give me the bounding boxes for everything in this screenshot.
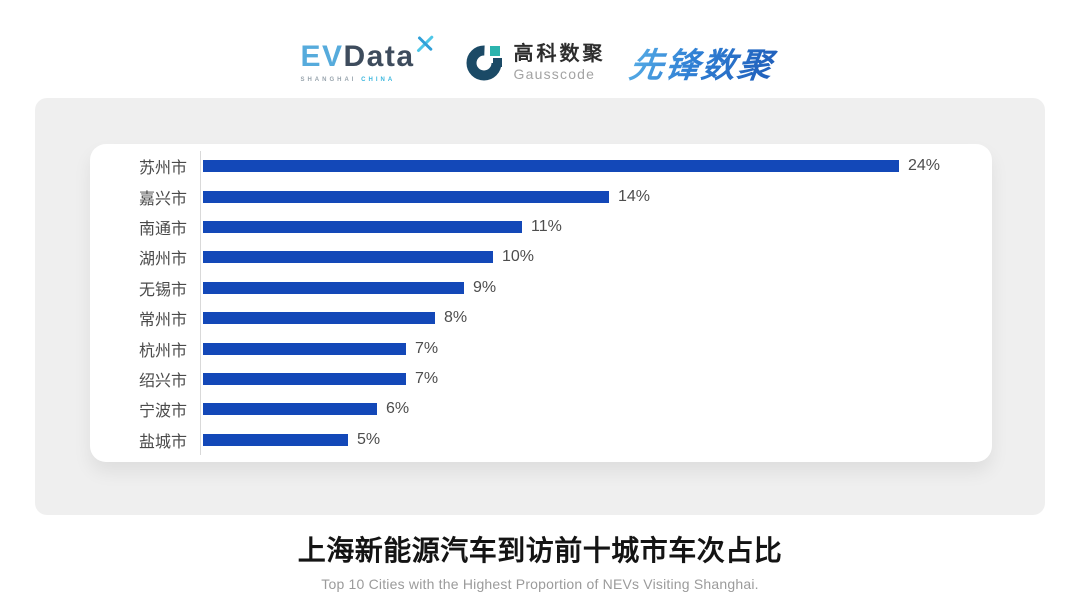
value-label: 10%	[502, 248, 535, 266]
chart-panel: 苏州市 24% 嘉兴市 14% 南通市 11% 湖州市 10% 无锡市 9% 常州市 8% 杭州市 7% 绍…	[35, 98, 1045, 515]
bar-row: 湖州市 10%	[90, 242, 992, 272]
bar-row: 盐城市 5%	[90, 425, 992, 455]
bar-track: 6%	[200, 394, 992, 424]
gausscode-text: 高科数聚 Gausscode	[514, 43, 606, 82]
evdata-logo: EV Data SHANGHAI CHINA	[300, 35, 446, 83]
bar-row: 绍兴市 7%	[90, 364, 992, 394]
chart-title: 上海新能源汽车到访前十城市车次占比	[297, 535, 783, 566]
bar	[203, 160, 899, 173]
bar	[203, 251, 493, 264]
value-label: 24%	[908, 157, 941, 175]
bar-chart: 苏州市 24% 嘉兴市 14% 南通市 11% 湖州市 10% 无锡市 9% 常州市 8% 杭州市 7% 绍…	[90, 151, 992, 455]
page: EV Data SHANGHAI CHINA 高科数聚 Gausscode 先锋数	[0, 0, 1080, 592]
y-axis-line	[200, 151, 201, 455]
category-label: 杭州市	[138, 342, 187, 360]
bar-track: 8%	[200, 303, 992, 333]
bar-track: 5%	[200, 425, 992, 455]
bar-row: 无锡市 9%	[90, 273, 992, 303]
evdata-x-icon	[416, 35, 433, 52]
category-label: 湖州市	[138, 251, 187, 269]
evdata-subtext: SHANGHAI CHINA	[300, 77, 432, 83]
category-label: 绍兴市	[138, 372, 187, 390]
bar	[203, 312, 435, 325]
bar	[203, 342, 406, 355]
bar-track: 11%	[200, 212, 992, 242]
logo-header: EV Data SHANGHAI CHINA 高科数聚 Gausscode 先锋数	[0, 0, 1080, 100]
value-label: 8%	[444, 309, 468, 327]
category-label: 宁波市	[138, 403, 187, 421]
bar-track: 7%	[200, 333, 992, 363]
bar-track: 10%	[200, 242, 992, 272]
value-label: 7%	[415, 369, 439, 387]
value-label: 6%	[386, 400, 410, 418]
bar	[203, 403, 377, 416]
bar-row: 宁波市 6%	[90, 394, 992, 424]
bar	[203, 220, 522, 233]
value-label: 14%	[618, 187, 651, 205]
evdata-data-text: Data	[343, 39, 415, 73]
bar-track: 7%	[200, 364, 992, 394]
chart-card: 苏州市 24% 嘉兴市 14% 南通市 11% 湖州市 10% 无锡市 9% 常州市 8% 杭州市 7% 绍…	[90, 144, 992, 462]
bar-row: 嘉兴市 14%	[90, 181, 992, 211]
bar	[203, 190, 609, 203]
bar-row: 南通市 11%	[90, 212, 992, 242]
bar	[203, 372, 406, 385]
caption: 上海新能源汽车到访前十城市车次占比 Top 10 Cities with the…	[0, 529, 1080, 592]
category-label: 常州市	[138, 312, 187, 330]
bar	[203, 281, 464, 294]
category-label: 南通市	[138, 220, 187, 238]
bar-row: 苏州市 24%	[90, 151, 992, 181]
value-label: 11%	[531, 217, 562, 235]
category-label: 嘉兴市	[138, 190, 187, 208]
value-label: 5%	[357, 430, 381, 448]
evdata-wordmark: EV Data	[300, 35, 433, 73]
evdata-ev-text: EV	[300, 39, 344, 73]
gausscode-cn-text: 高科数聚	[513, 42, 606, 65]
value-label: 9%	[473, 278, 497, 296]
gausscode-en-text: Gausscode	[513, 65, 596, 82]
pioneer-logo: 先锋数聚	[620, 38, 783, 87]
category-label: 盐城市	[138, 433, 187, 451]
gausscode-g-icon	[466, 45, 502, 81]
evdata-shanghai-text: SHANGHAI	[300, 76, 357, 83]
category-label: 无锡市	[138, 281, 187, 299]
bar-track: 14%	[200, 181, 992, 211]
bar-row: 常州市 8%	[90, 303, 992, 333]
bar-track: 24%	[200, 151, 992, 181]
bar-track: 9%	[200, 273, 992, 303]
evdata-china-text: CHINA	[361, 76, 396, 83]
category-label: 苏州市	[138, 160, 187, 178]
value-label: 7%	[415, 339, 439, 357]
chart-subtitle: Top 10 Cities with the Highest Proportio…	[321, 576, 759, 592]
gausscode-logo: 高科数聚 Gausscode	[465, 42, 606, 82]
bar	[203, 433, 348, 446]
bar-row: 杭州市 7%	[90, 333, 992, 363]
